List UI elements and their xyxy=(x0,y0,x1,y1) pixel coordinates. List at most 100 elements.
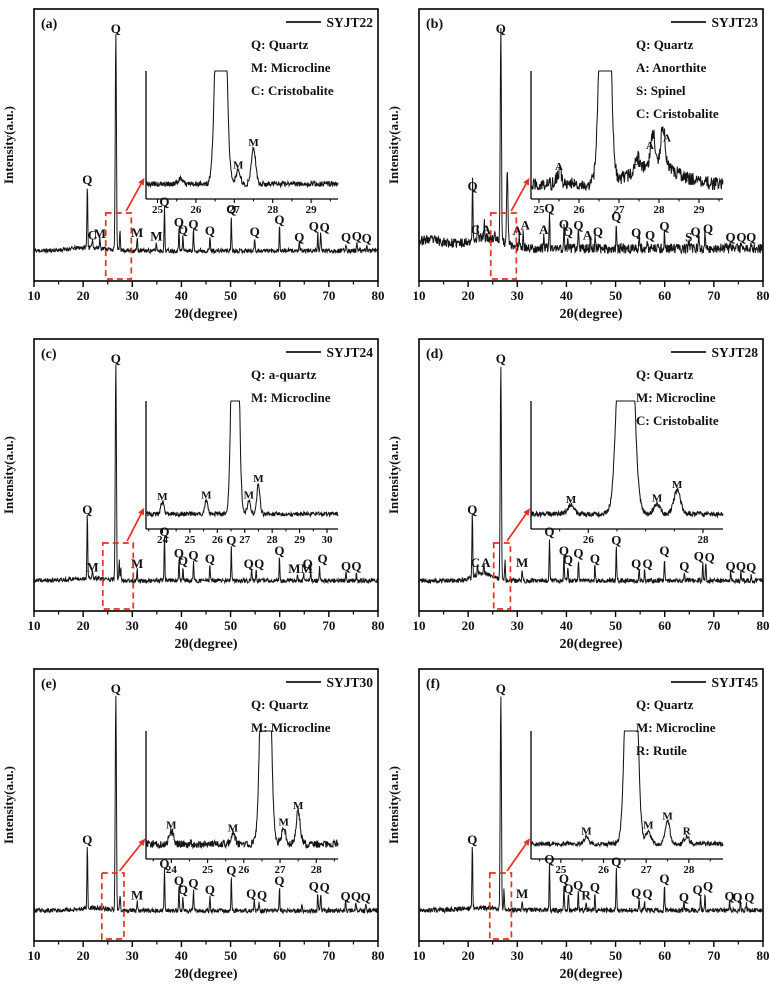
x-tick-label: 80 xyxy=(757,618,770,633)
peak-label: M xyxy=(150,228,162,243)
inset-arrow xyxy=(118,843,142,872)
x-tick-label: 20 xyxy=(462,618,475,633)
peak-label: Q xyxy=(467,502,477,517)
peak-label: C xyxy=(471,222,480,237)
peak-label: Q xyxy=(226,532,236,547)
inset-trace xyxy=(530,70,724,191)
peak-label: Q xyxy=(111,681,121,696)
peak-label: M xyxy=(131,556,143,571)
y-axis-label: Intensity(a.u.) xyxy=(386,106,401,184)
highlight-box xyxy=(101,542,135,610)
peak-label: Q xyxy=(744,889,754,904)
x-tick-label: 40 xyxy=(175,288,188,303)
inset-peak-label: M xyxy=(581,826,592,838)
peak-label: Q xyxy=(659,871,669,886)
peak-label: Q xyxy=(205,551,215,566)
panel-letter: (b) xyxy=(426,17,443,32)
legend-key-item: S: Spinel xyxy=(636,83,686,98)
xrd-plot-d: 10 20 30 40 50 60 70 80 2θ(degree) Intensity(a.u.… xyxy=(386,338,770,652)
legend-key-item: Q: Quartz xyxy=(636,367,694,382)
panel-letter: (f) xyxy=(426,677,440,692)
peak-label: S xyxy=(685,229,692,244)
legend-key-item: Q: Quartz xyxy=(636,37,694,52)
peak-label: Q xyxy=(341,558,351,573)
peak-label: Q xyxy=(573,545,583,560)
x-tick-label: 50 xyxy=(224,288,237,303)
legend-key-item: C: Cristobalite xyxy=(251,83,334,98)
inset-tick-label: 28 xyxy=(654,204,666,216)
x-axis-label: 2θ(degree) xyxy=(559,307,622,322)
legend-key-item: C: Cristobalite xyxy=(636,106,719,121)
plot-frame xyxy=(418,668,764,942)
x-tick-label: 80 xyxy=(372,948,385,963)
highlight-box xyxy=(100,872,125,940)
xrd-trace xyxy=(418,366,764,585)
panel-letter: (c) xyxy=(41,347,57,362)
panel-letter: (d) xyxy=(426,347,443,362)
peak-label: Q xyxy=(111,21,121,36)
x-tick-label: 60 xyxy=(658,618,671,633)
xrd-trace xyxy=(418,696,764,915)
peak-label: Q xyxy=(496,21,506,36)
x-tick-label: 10 xyxy=(413,948,426,963)
x-tick-label: 60 xyxy=(273,618,286,633)
panel-e: 10 20 30 40 50 60 70 80 2θ(degree) Intensity(a.u.… xyxy=(0,661,385,991)
inset-peak-label: M xyxy=(278,817,289,829)
peak-label: Q xyxy=(111,351,121,366)
inset-tick-label: 25 xyxy=(534,204,546,216)
peak-label: Q xyxy=(205,223,215,238)
legend-sample-label: SYJT23 xyxy=(711,15,758,30)
inset-plot: 25 26 27 28M MMR xyxy=(530,730,724,876)
legend-key-item: Q: Quartz xyxy=(636,697,694,712)
peak-label: Q xyxy=(544,200,554,215)
peak-label: Q xyxy=(341,888,351,903)
inset-plot: 25 26 27 28 29 MM xyxy=(145,70,339,216)
xrd-plot-a: 10 20 30 40 50 60 70 80 2θ(degree) Intensity(a.u.… xyxy=(1,8,385,322)
inset-tick-label: 27 xyxy=(614,204,626,216)
x-axis-label: 2θ(degree) xyxy=(559,967,622,982)
peak-label: Q xyxy=(590,880,600,895)
peak-label: Q xyxy=(361,889,371,904)
highlight-box xyxy=(492,542,512,610)
peak-label: Q xyxy=(694,549,704,564)
peak-label: A xyxy=(520,218,530,233)
peak-label: Q xyxy=(679,889,689,904)
peak-label: Q xyxy=(174,545,184,560)
plot-frame xyxy=(33,668,379,942)
plot-frame xyxy=(418,338,764,612)
panel-a: 10 20 30 40 50 60 70 80 2θ(degree) Intensity(a.u.… xyxy=(0,1,385,331)
y-axis-label: Intensity(a.u.) xyxy=(386,766,401,844)
inset-tick-label: 28 xyxy=(697,534,709,546)
peak-label: Q xyxy=(246,886,256,901)
x-tick-label: 60 xyxy=(273,948,286,963)
peak-label: Q xyxy=(250,224,260,239)
peak-label: Q xyxy=(178,222,188,237)
x-tick-label: 60 xyxy=(273,288,286,303)
peak-label: Q xyxy=(362,231,372,246)
inset-plot: 25 26 27 28 29A AAA xyxy=(530,70,724,216)
inset-peak-label: M xyxy=(166,820,177,832)
peak-label: Q xyxy=(559,871,569,886)
x-tick-label: 80 xyxy=(372,288,385,303)
x-tick-label: 20 xyxy=(462,288,475,303)
xrd-trace xyxy=(33,33,379,255)
x-tick-label: 10 xyxy=(28,948,41,963)
y-axis-label: Intensity(a.u.) xyxy=(1,106,16,184)
inset-peak-label: M xyxy=(672,479,683,491)
inset-plot: 26 28M MM xyxy=(530,400,724,546)
peak-label: Q xyxy=(631,885,641,900)
peak-label: Q xyxy=(659,543,669,558)
inset-arrow-head xyxy=(138,177,145,186)
peak-label: A xyxy=(539,222,549,237)
inset-trace xyxy=(145,70,339,189)
xrd-trace xyxy=(33,363,379,585)
peak-label: Q xyxy=(725,888,735,903)
inset-peak-label: M xyxy=(293,800,304,812)
inset-tick-label: 25 xyxy=(202,864,214,876)
peak-label: M xyxy=(86,559,98,574)
peak-label: C xyxy=(471,555,480,570)
inset-tick-label: 25 xyxy=(184,534,196,546)
xrd-trace xyxy=(33,695,379,915)
legend-key-item: M: Microcline xyxy=(636,390,716,405)
peak-label: Q xyxy=(178,882,188,897)
